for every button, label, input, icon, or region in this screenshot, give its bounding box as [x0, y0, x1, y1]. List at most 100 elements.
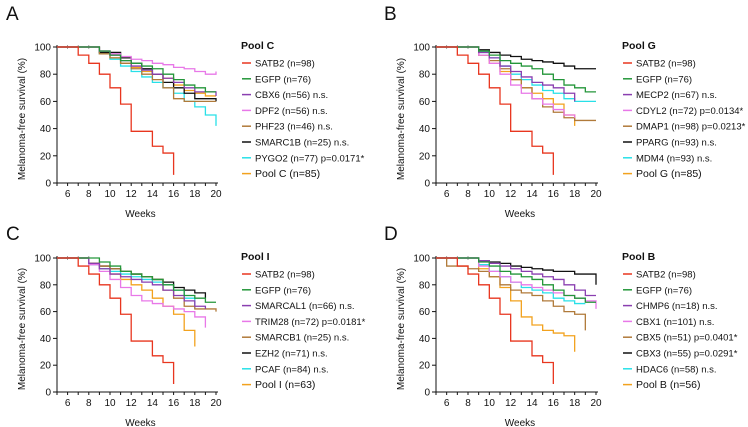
- legend-entry: SMARCB1 (n=25) n.s.: [255, 333, 349, 344]
- legend-entry: Pool I (n=63): [255, 379, 315, 391]
- y-axis-label: Melanoma-free survival (%): [396, 58, 407, 180]
- legend-title: Pool C: [241, 40, 275, 52]
- y-tick-label: 40: [419, 124, 431, 135]
- legend-entry: CDYL2 (n=72) p=0.0134*: [636, 106, 744, 117]
- legend-entry: CHMP6 (n=18) n.s.: [636, 301, 718, 312]
- x-tick-label: 10: [104, 398, 116, 409]
- series-line-0: [436, 46, 554, 175]
- series-line-3: [57, 46, 217, 75]
- legend-entry: Pool G (n=85): [636, 168, 702, 180]
- series-line-5: [436, 46, 596, 70]
- x-tick-label: 6: [444, 398, 450, 409]
- x-tick-label: 10: [484, 189, 496, 200]
- legend-entry: EGFP (n=76): [255, 285, 311, 296]
- legend-entry: MDM4 (n=93) n.s.: [636, 153, 712, 164]
- y-tick-label: 20: [419, 151, 431, 162]
- x-tick-label: 6: [444, 189, 450, 200]
- y-axis-label: Melanoma-free survival (%): [396, 268, 407, 390]
- x-tick-label: 18: [189, 189, 201, 200]
- x-tick-label: 12: [126, 189, 138, 200]
- legend-entry: DMAP1 (n=98) p=0.0213*: [636, 122, 746, 133]
- chart-panel-a: A 0 20 40 60 80 100 6 8 10 12 14 16 18 20 Weeks Melanoma…: [6, 4, 365, 220]
- legend-entry: SMARCAL1 (n=66) n.s.: [255, 301, 355, 312]
- y-tick-label: 40: [419, 334, 431, 345]
- y-tick-label: 0: [45, 388, 51, 399]
- series-line-1: [57, 46, 216, 93]
- legend-entry: Pool B (n=56): [636, 379, 701, 391]
- y-tick-label: 20: [40, 361, 52, 372]
- y-axis-label: Melanoma-free survival (%): [17, 58, 28, 180]
- y-tick-label: 0: [45, 179, 51, 190]
- x-tick-label: 20: [210, 398, 222, 409]
- x-tick-label: 20: [210, 189, 222, 200]
- series-line-4: [436, 257, 586, 331]
- x-tick-label: 6: [65, 398, 71, 409]
- legend-entry: CBX3 (n=55) p=0.0291*: [636, 349, 738, 360]
- x-tick-label: 14: [526, 398, 538, 409]
- x-tick-label: 8: [465, 189, 471, 200]
- legend-entry: PCAF (n=84) n.s.: [255, 364, 329, 375]
- x-tick-label: 12: [505, 398, 517, 409]
- series-line-6: [57, 46, 217, 126]
- y-tick-label: 100: [34, 43, 51, 54]
- legend-entry: Pool C (n=85): [255, 168, 320, 180]
- legend-entry: CBX1 (n=101) n.s.: [636, 317, 714, 328]
- legend-entry: SATB2 (n=98): [255, 59, 315, 70]
- y-tick-label: 0: [424, 388, 430, 399]
- panel-letter: C: [6, 224, 20, 245]
- x-tick-label: 12: [505, 189, 517, 200]
- legend-entry: DPF2 (n=56) n.s.: [255, 106, 328, 117]
- chart-panel-c: C 0 20 40 60 80 100 6 8 10 12 14 16 18 20 Weeks Melanoma…: [6, 224, 366, 427]
- legend-title: Pool B: [622, 251, 656, 263]
- series-line-3: [57, 257, 207, 328]
- x-tick-label: 18: [189, 398, 201, 409]
- series-line-0: [57, 257, 175, 384]
- y-tick-label: 80: [40, 70, 52, 81]
- y-tick-label: 40: [40, 334, 52, 345]
- legend-entry: CBX5 (n=51) p=0.0401*: [636, 333, 738, 344]
- panel-letter: B: [384, 4, 397, 25]
- series-line-4: [436, 46, 596, 122]
- legend-entry: SATB2 (n=98): [636, 59, 696, 70]
- y-tick-label: 60: [40, 97, 52, 108]
- legend-entry: EGFP (n=76): [636, 74, 692, 85]
- y-tick-label: 60: [419, 307, 431, 318]
- x-tick-label: 8: [86, 398, 92, 409]
- x-tick-label: 16: [168, 189, 180, 200]
- x-tick-label: 8: [465, 398, 471, 409]
- legend-entry: MECP2 (n=67) n.s.: [636, 90, 717, 101]
- legend-entry: CBX6 (n=56) n.s.: [255, 90, 328, 101]
- legend-entry: EGFP (n=76): [255, 74, 311, 85]
- series-line-3: [436, 46, 576, 118]
- y-axis-label: Melanoma-free survival (%): [17, 268, 28, 390]
- x-tick-label: 20: [590, 398, 602, 409]
- chart-panel-b: B 0 20 40 60 80 100 6 8 10 12 14 16 18 20 Weeks Melanoma…: [384, 4, 746, 220]
- y-tick-label: 20: [419, 361, 431, 372]
- legend-entry: SATB2 (n=98): [636, 270, 696, 281]
- legend-entry: PYGO2 (n=77) p=0.0171*: [255, 153, 365, 164]
- x-tick-label: 18: [569, 398, 581, 409]
- series-line-1: [436, 257, 596, 303]
- x-tick-label: 8: [86, 189, 92, 200]
- x-tick-label: 12: [126, 398, 138, 409]
- x-tick-label: 10: [484, 398, 496, 409]
- legend-entry: PPARG (n=93) n.s.: [636, 138, 717, 149]
- y-tick-label: 60: [419, 97, 431, 108]
- legend-entry: HDAC6 (n=58) n.s.: [636, 364, 717, 375]
- x-tick-label: 14: [147, 398, 159, 409]
- legend-entry: SATB2 (n=98): [255, 270, 315, 281]
- series-line-0: [436, 257, 554, 384]
- legend-entry: EZH2 (n=71) n.s.: [255, 349, 328, 360]
- legend-entry: PHF23 (n=46) n.s.: [255, 122, 333, 133]
- x-tick-label: 20: [590, 189, 602, 200]
- x-tick-label: 14: [147, 189, 159, 200]
- series-line-1: [436, 46, 596, 93]
- series-line-2: [57, 257, 207, 309]
- y-tick-label: 60: [40, 307, 52, 318]
- legend-entry: TRIM28 (n=72) p=0.0181*: [255, 317, 366, 328]
- x-tick-label: 16: [548, 189, 560, 200]
- x-axis-label: Weeks: [505, 209, 535, 220]
- panel-letter: D: [384, 224, 398, 245]
- series-line-0: [57, 46, 175, 175]
